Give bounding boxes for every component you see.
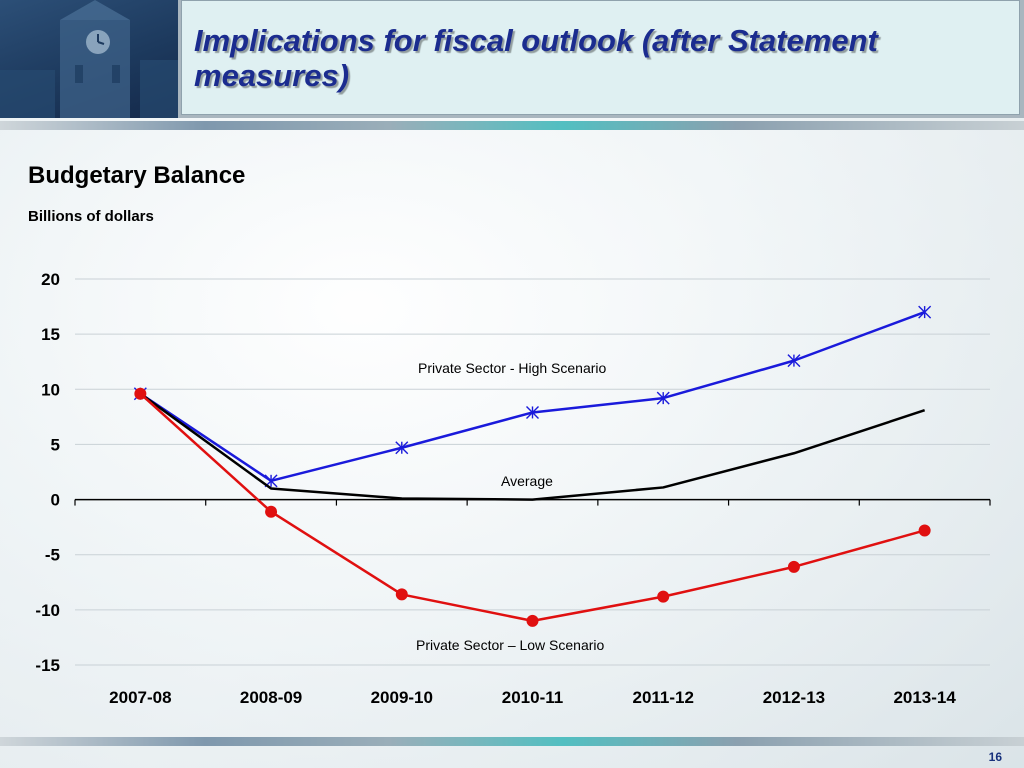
series-line (139, 310, 926, 483)
data-point (787, 354, 801, 368)
data-point (656, 391, 670, 405)
series-line (139, 392, 926, 501)
header-divider-stripe (0, 121, 1024, 130)
series-line (139, 392, 925, 623)
slide-header: Implications for fiscal outlook (after S… (0, 0, 1024, 118)
data-point (657, 590, 670, 603)
data-point (526, 405, 539, 419)
x-tick-label: 2013-14 (893, 688, 956, 707)
footer-divider-stripe (0, 737, 1024, 746)
title-box: Implications for fiscal outlook (after S… (181, 0, 1020, 115)
x-tick-label: 2008-09 (240, 688, 302, 707)
data-point (918, 305, 932, 319)
series-label-low: Private Sector – Low Scenario (416, 637, 605, 653)
x-tick-label: 2009-10 (371, 688, 433, 707)
y-tick-label: 20 (41, 270, 60, 289)
data-point (395, 588, 408, 601)
chart-subtitle: Billions of dollars (28, 208, 154, 225)
y-tick-label: 15 (41, 325, 60, 344)
x-tick-label: 2012-13 (763, 688, 825, 707)
x-tick-label: 2011-12 (632, 688, 693, 707)
series-label-high: Private Sector - High Scenario (418, 360, 607, 376)
y-tick-label: 10 (41, 380, 60, 399)
y-tick-label: -10 (35, 601, 60, 620)
data-point (134, 387, 147, 400)
page-number: 16 (988, 750, 1002, 764)
series-lines (133, 305, 932, 627)
y-tick-label: -5 (45, 546, 60, 565)
y-tick-label: 5 (51, 435, 60, 454)
gridlines (75, 278, 990, 666)
x-tick-label: 2007-08 (109, 688, 171, 707)
y-tick-label: -15 (35, 656, 60, 675)
parliament-tower-image (0, 0, 178, 118)
annotations: Private Sector - High Scenario Average P… (416, 360, 607, 653)
x-tick-label: 2010-11 (502, 688, 563, 707)
data-point (395, 441, 409, 455)
data-point (265, 505, 278, 518)
data-point (787, 560, 800, 573)
series-label-average: Average (501, 473, 553, 489)
data-point (526, 614, 539, 627)
data-point (918, 524, 931, 537)
slide-title: Implications for fiscal outlook (after S… (194, 23, 878, 93)
tick-labels: 20 15 10 5 0 -5 -10 -15 2007-08 2008-09 2009-10 201… (35, 270, 956, 707)
chart-title: Budgetary Balance (28, 162, 246, 189)
y-tick-label: 0 (51, 491, 60, 510)
